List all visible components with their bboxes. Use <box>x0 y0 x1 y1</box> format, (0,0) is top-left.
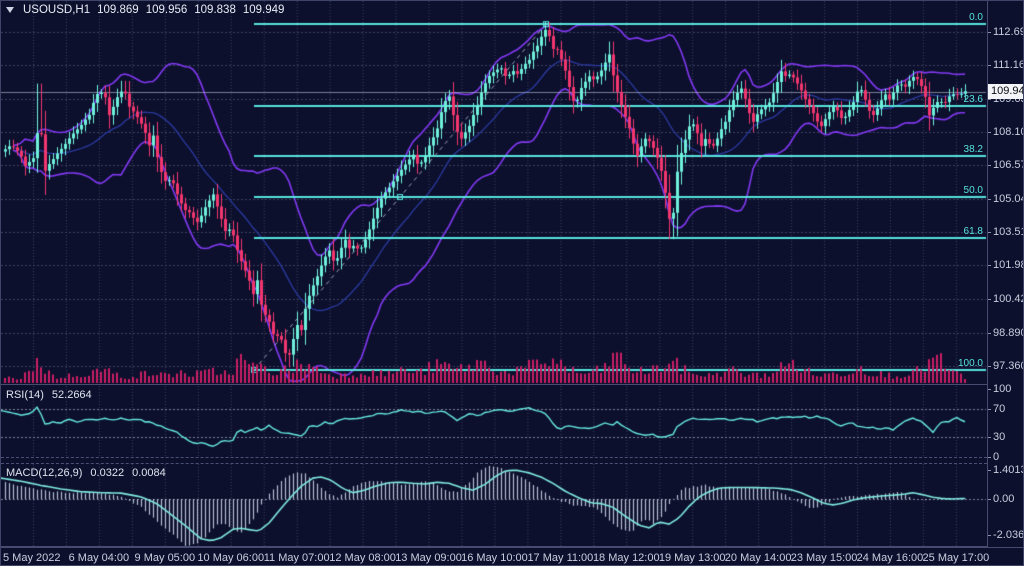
time-axis-label: 11 May 07:00 <box>263 552 330 564</box>
ohlc-open: 109.869 <box>97 4 139 16</box>
price-axis-label: 106.570 <box>993 159 1023 172</box>
macd-chart-canvas[interactable] <box>1 464 987 546</box>
time-axis-label: 5 May 2022 <box>3 552 61 564</box>
price-axis-label: 105.040 <box>993 192 1023 205</box>
time-axis-label: 23 May 15:00 <box>790 552 858 564</box>
price-axis-tick <box>988 32 991 33</box>
rsi-axis-tick <box>988 389 991 390</box>
symbol-dropdown-icon[interactable] <box>6 7 14 13</box>
fib-level-label: 100.0 <box>957 357 983 369</box>
time-axis-label: 18 May 12:00 <box>592 552 660 564</box>
rsi-axis-label: 30 <box>993 430 1006 443</box>
macd-indicator-label-row: MACD(12,26,9) 0.0322 0.0084 <box>6 467 166 479</box>
price-axis-tick <box>988 231 991 233</box>
macd-axis-tick <box>988 469 991 471</box>
symbol-label: USOUSD,H1 <box>23 4 91 16</box>
price-axis-tick <box>988 98 991 100</box>
macd-axis-label: -2.0366 <box>993 529 1024 541</box>
macd-axis-tick <box>988 535 991 536</box>
ohlc-low: 109.838 <box>194 4 236 16</box>
chart-title-overlay: USOUSD,H1 109.869 109.956 109.838 109.94… <box>6 4 284 16</box>
rsi-axis-label: 100 <box>993 383 1012 395</box>
fib-level-label: 50.0 <box>963 184 983 196</box>
fib-level-label: 38.2 <box>963 144 983 156</box>
rsi-indicator-value: 52.2664 <box>51 389 92 401</box>
time-axis-label: 17 May 11:00 <box>527 552 594 564</box>
time-axis-label: 19 May 13:00 <box>658 552 726 564</box>
rsi-indicator-name: RSI(14) <box>6 389 44 401</box>
time-axis-label: 16 May 10:00 <box>461 552 528 564</box>
time-axis-label: 25 May 17:00 <box>922 552 990 564</box>
price-axis-tick <box>988 265 991 267</box>
time-axis-label: 6 May 04:00 <box>68 552 130 564</box>
price-axis-label: 101.980 <box>993 259 1023 272</box>
price-axis-label: 111.160 <box>993 59 1023 72</box>
price-axis-label: 97.360 <box>993 359 1024 372</box>
panel-divider-main-rsi[interactable] <box>1 384 987 385</box>
fib-level-label: 61.8 <box>963 225 983 237</box>
price-axis-label: 98.890 <box>993 326 1024 339</box>
ohlc-high: 109.956 <box>145 4 188 16</box>
time-axis-label: 20 May 14:00 <box>724 552 792 564</box>
fib-level-label: 23.6 <box>963 93 983 105</box>
macd-axis-tick <box>988 499 991 500</box>
price-axis-tick <box>988 332 991 334</box>
panel-splitter-rsi-macd[interactable] <box>1 457 987 464</box>
time-axis-label: 9 May 05:00 <box>134 552 196 564</box>
rsi-axis-label: 70 <box>993 403 1006 416</box>
time-axis-label: 12 May 08:00 <box>329 552 396 564</box>
time-axis-label: 24 May 16:00 <box>856 552 924 564</box>
price-axis-tick <box>988 131 991 133</box>
rsi-axis-tick <box>988 457 991 458</box>
current-price-tag[interactable]: 109.949 <box>988 83 1023 99</box>
fib-level-label: 0.0 <box>969 12 983 24</box>
macd-axis-label: 0.00 <box>993 493 1015 505</box>
time-axis-label: 13 May 09:00 <box>395 552 462 564</box>
price-axis-label: 108.100 <box>993 125 1023 138</box>
ohlc-close: 109.949 <box>242 4 285 16</box>
macd-indicator-value-main: 0.0322 <box>90 467 125 479</box>
rsi-axis-label: 0 <box>993 451 1000 463</box>
time-axis-label: 10 May 06:00 <box>197 552 265 564</box>
price-axis-tick <box>988 198 991 200</box>
price-axis-tick <box>988 65 991 67</box>
panel-divider-macd-time <box>1 546 987 547</box>
rsi-axis-tick <box>988 436 991 438</box>
price-axis-label: 112.690 <box>993 26 1023 38</box>
rsi-chart-canvas[interactable] <box>1 386 987 457</box>
price-axis-label: 100.420 <box>993 293 1023 306</box>
price-chart-canvas[interactable] <box>1 1 987 384</box>
price-axis-tick <box>988 299 991 301</box>
rsi-axis-tick <box>988 409 991 411</box>
macd-indicator-value-signal: 0.0084 <box>132 467 166 479</box>
price-axis-tick <box>988 365 991 367</box>
macd-indicator-name: MACD(12,26,9) <box>6 467 83 479</box>
time-axis[interactable]: 5 May 2022 6 May 04:00 9 May 05:00 10 May 0… <box>1 547 1023 565</box>
price-axis-tick <box>988 165 991 167</box>
macd-axis-label: 1.4013 <box>993 463 1024 476</box>
price-axis-label: 103.510 <box>993 225 1023 238</box>
rsi-indicator-label-row: RSI(14) 52.2664 <box>6 389 92 401</box>
